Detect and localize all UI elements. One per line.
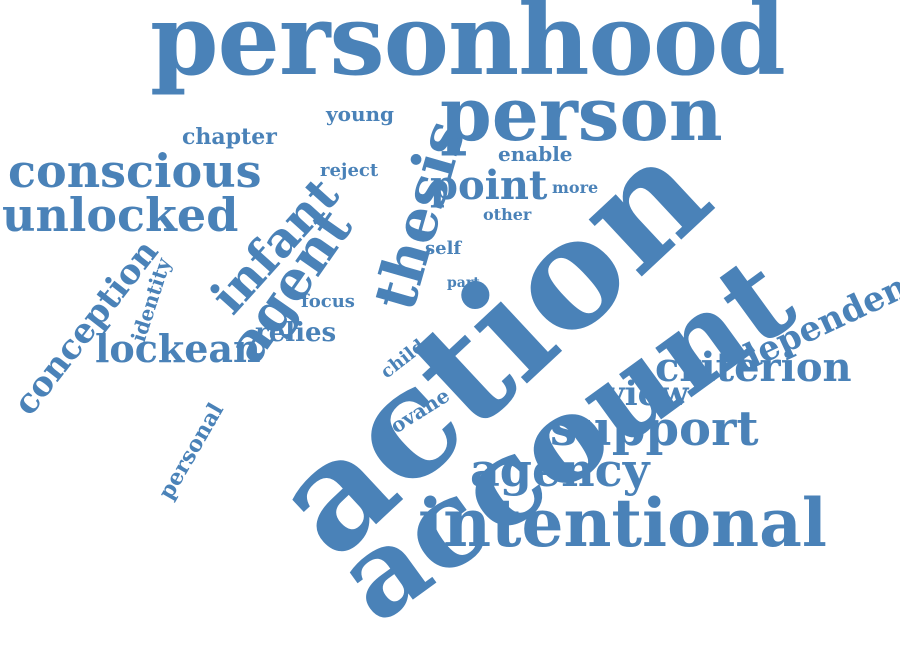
word-focus: focus [301, 291, 355, 312]
word-unlocked: unlocked [2, 188, 239, 242]
word-point: point [430, 162, 548, 209]
word-part: part [447, 275, 480, 291]
word-young: young [326, 102, 395, 126]
word-conscious: conscious [8, 144, 262, 198]
word-support: support [550, 401, 759, 457]
word-criterion: criterion [655, 344, 852, 391]
word-reject: reject [320, 160, 379, 181]
word-other: other [483, 205, 532, 224]
word-enable: enable [498, 142, 573, 166]
word-personal: personal [153, 398, 230, 504]
word-self: self [425, 238, 462, 259]
word-person: person [440, 72, 723, 158]
word-intentional: intentional [418, 484, 827, 562]
word-personhood: personhood [150, 0, 786, 98]
word-relies: relies [255, 318, 337, 348]
word-agency: agency [470, 443, 650, 497]
word-chapter: chapter [182, 124, 277, 150]
word-lockean: lockean [95, 326, 261, 371]
word-more: more [552, 178, 599, 197]
word-view: view [605, 374, 689, 414]
